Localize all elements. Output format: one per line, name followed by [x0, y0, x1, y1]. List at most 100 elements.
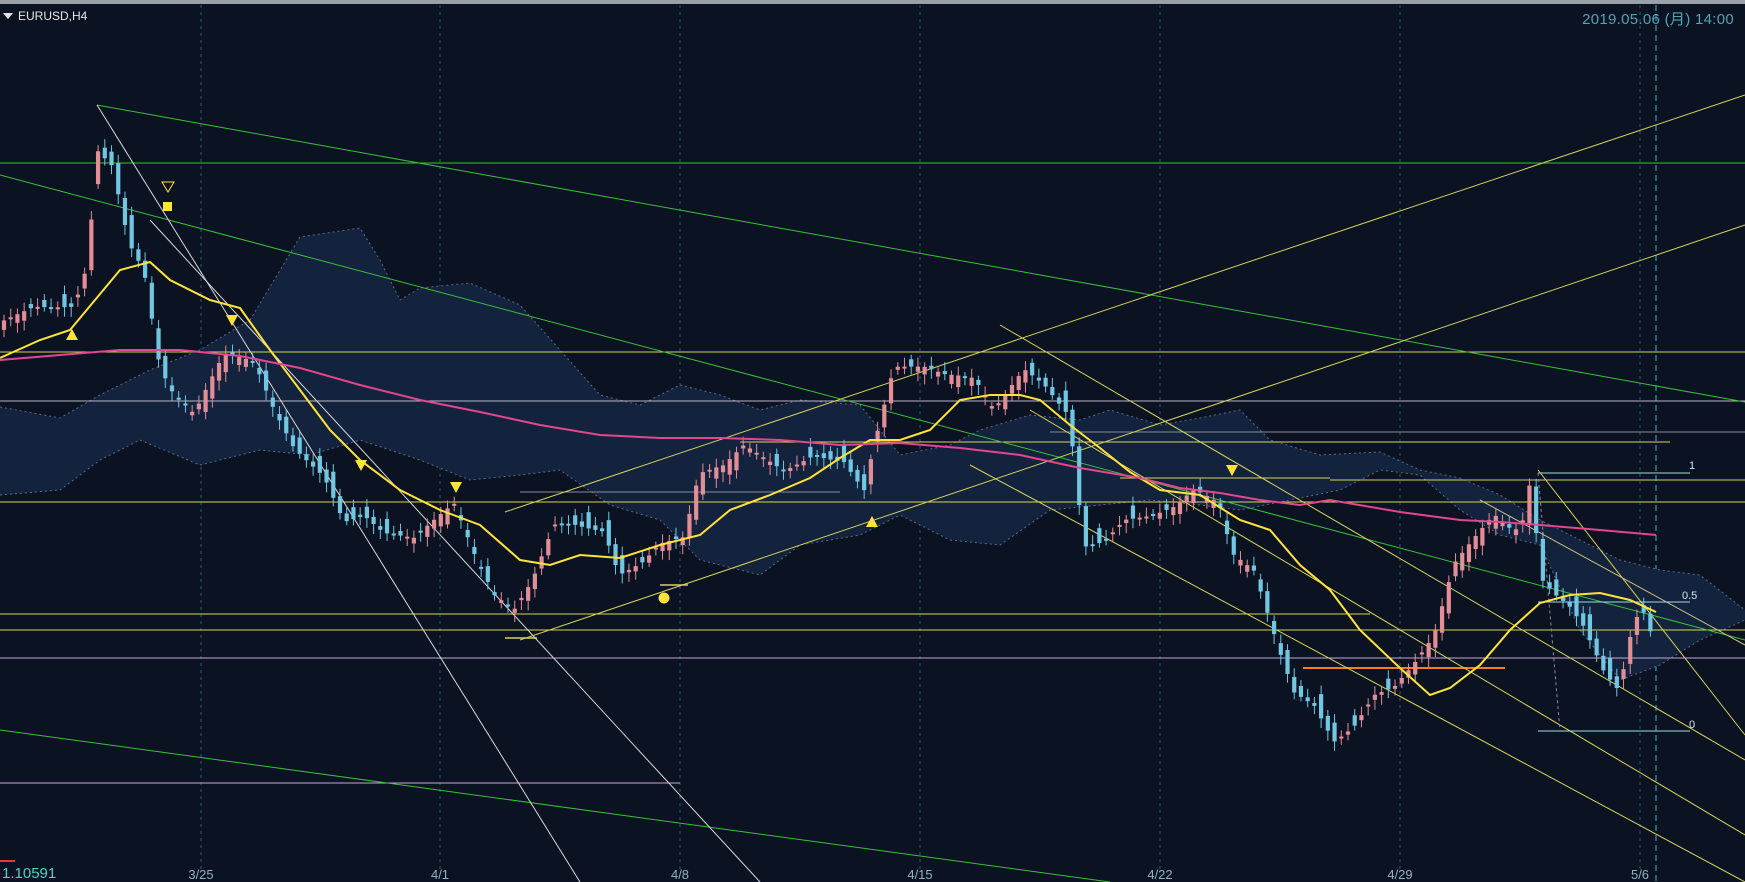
candle-body	[1009, 385, 1015, 394]
candle-body	[754, 452, 759, 455]
candle-body	[526, 587, 531, 601]
candle-body	[1507, 524, 1512, 528]
candle-body	[1271, 620, 1277, 635]
candle-body	[1332, 722, 1337, 742]
candle-body	[48, 307, 54, 310]
candle-body	[976, 379, 981, 385]
candle-body	[929, 365, 934, 370]
candle-body	[774, 453, 779, 467]
candle-body	[935, 371, 941, 377]
candle-body	[1191, 489, 1196, 504]
candle-body	[1231, 536, 1236, 555]
candle-body	[1439, 606, 1445, 633]
candle-body	[1218, 503, 1223, 509]
candle-body	[1077, 446, 1082, 506]
candle-body	[895, 366, 900, 370]
candle-body	[1224, 520, 1230, 535]
candle-body	[1184, 495, 1189, 503]
candle-body	[1426, 642, 1431, 658]
candle-body	[821, 453, 826, 459]
candle-body	[1036, 377, 1041, 381]
candle-body	[42, 299, 47, 308]
candle-body	[875, 430, 880, 443]
candle-body	[1043, 377, 1048, 387]
candle-body	[781, 469, 786, 472]
candle-body	[687, 513, 692, 539]
candle-body	[1124, 519, 1129, 524]
candle-body	[1574, 596, 1579, 617]
candle-body	[1500, 521, 1505, 527]
candle-body	[1621, 669, 1626, 679]
candle-body	[351, 507, 356, 520]
x-axis-label: 4/1	[430, 867, 450, 882]
candle-body	[485, 566, 490, 582]
candle-body	[1372, 694, 1377, 700]
symbol-menu[interactable]: EURUSD,H4	[3, 9, 87, 23]
candle-body	[1540, 538, 1545, 581]
candle-body	[82, 273, 87, 289]
candle-body	[499, 600, 504, 604]
candle-body	[1083, 506, 1089, 547]
candle-body	[1137, 517, 1142, 520]
candle-body	[1245, 565, 1250, 572]
candle-body	[1325, 715, 1330, 731]
candle-body	[1050, 387, 1055, 396]
candle-body	[1480, 527, 1485, 546]
candle-body	[915, 366, 921, 372]
candle-body	[109, 151, 114, 166]
candle-body	[8, 317, 13, 320]
candle-body	[539, 556, 544, 569]
candle-body	[465, 529, 470, 538]
candle-body	[176, 397, 181, 400]
candle-body	[411, 537, 417, 544]
candle-body	[290, 435, 296, 447]
long-moving-average-line	[0, 349, 1657, 536]
candle-body	[747, 448, 753, 453]
dropdown-triangle-icon[interactable]	[3, 13, 13, 19]
candle-body	[1386, 678, 1391, 690]
candle-body	[868, 459, 873, 485]
fib-level-label: 0.5	[1682, 590, 1698, 602]
candle-body	[828, 451, 833, 460]
candle-body	[815, 454, 820, 457]
fib-level-label: 1	[1689, 460, 1696, 472]
candle-body	[1003, 394, 1008, 410]
candle-body	[1117, 524, 1122, 527]
candle-body	[445, 508, 450, 525]
candle-body	[1379, 692, 1384, 695]
candle-body	[841, 444, 847, 462]
candle-body	[1, 320, 7, 330]
candle-body	[707, 469, 712, 472]
candle-body	[801, 461, 806, 466]
candle-body	[183, 403, 188, 406]
candle-body	[1460, 552, 1465, 571]
x-axis-label: 4/8	[670, 867, 690, 882]
candle-body	[344, 513, 349, 522]
cloud-span-b-line	[0, 439, 1745, 681]
candle-body	[956, 375, 961, 388]
candle-body	[378, 526, 383, 530]
candle-body	[452, 503, 457, 506]
candle-body	[700, 472, 705, 495]
candle-body	[216, 363, 222, 381]
candle-body	[714, 467, 719, 479]
candle-body	[22, 311, 27, 321]
candle-body	[1634, 616, 1640, 635]
candle-body	[331, 471, 336, 498]
trend-line	[96, 104, 581, 882]
candle-body	[1090, 544, 1095, 547]
candle-body	[613, 544, 618, 566]
candle-body	[136, 249, 141, 261]
candle-body	[667, 540, 672, 551]
candle-body	[1238, 559, 1243, 566]
candle-body	[1103, 538, 1109, 541]
candle-body	[1554, 579, 1559, 596]
candle-body	[962, 376, 968, 379]
candle-body	[1520, 520, 1525, 523]
candle-body	[1285, 650, 1290, 674]
candle-body	[1527, 485, 1532, 525]
candle-body	[1063, 390, 1068, 412]
candle-body	[237, 357, 242, 366]
